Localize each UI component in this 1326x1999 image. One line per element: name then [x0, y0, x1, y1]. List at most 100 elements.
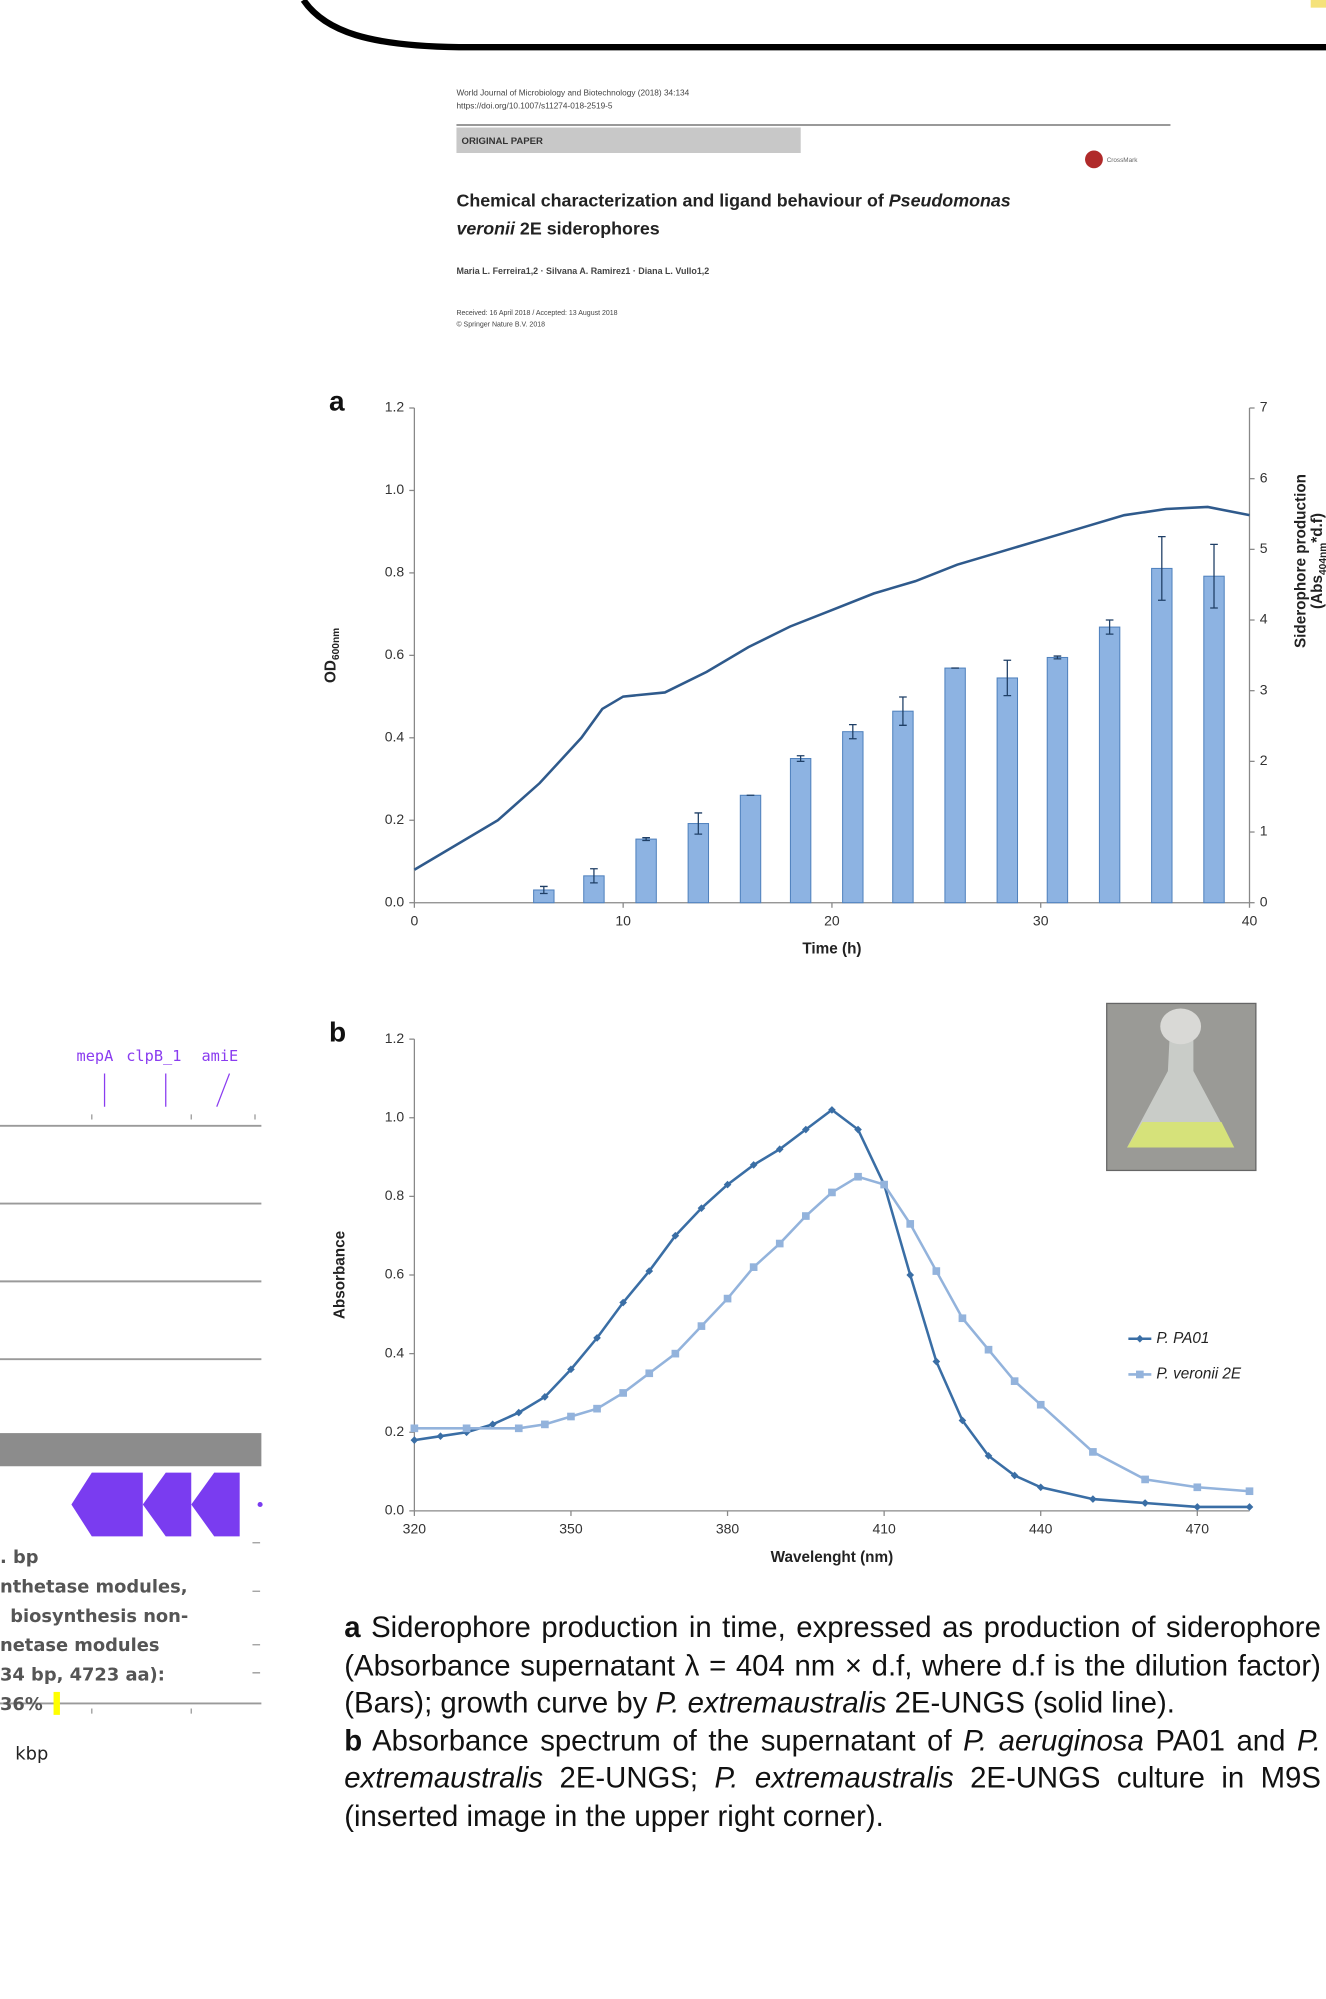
title-part: 2E siderophores: [515, 219, 660, 239]
crossmark-icon: [1085, 150, 1103, 169]
marker: [697, 1322, 706, 1330]
highlight: [53, 1691, 60, 1715]
error-bar: [796, 755, 805, 762]
line: [414, 1175, 1250, 1493]
marker: [1136, 1370, 1144, 1379]
x-tick-label: 30: [1033, 913, 1049, 929]
error-bar: [590, 868, 598, 884]
y-tick-label: 1.0: [385, 481, 405, 497]
marker: [1089, 1448, 1097, 1456]
caption: a Siderophore production in time, expres…: [344, 1609, 1321, 1835]
bar: [789, 758, 812, 904]
bar: [944, 667, 966, 904]
bar: [687, 823, 710, 904]
y2-tick-label: 6: [1260, 469, 1268, 485]
bar: [996, 677, 1019, 904]
x-tick-label: 320: [403, 1521, 427, 1537]
marker: [1141, 1499, 1149, 1507]
marker: [1036, 1400, 1045, 1409]
marker: [906, 1220, 915, 1228]
marker: [1193, 1483, 1202, 1492]
marker: [541, 1393, 549, 1401]
y2-axis-label: Siderophore production: [1293, 474, 1310, 648]
x-tick-label: 440: [1029, 1521, 1053, 1537]
marker: [567, 1412, 575, 1421]
bar: [1098, 626, 1121, 904]
bar: [1151, 567, 1173, 904]
section: ORIGINAL PAPER: [462, 136, 543, 147]
marker: [541, 1420, 549, 1429]
bar: [739, 794, 762, 904]
info-text: 34 bp, 4723 aa):: [0, 1664, 165, 1685]
doi: https://doi.org/10.1007/s11274-018-2519-…: [456, 101, 612, 110]
x-axis-label: Wavelenght (nm): [771, 1549, 894, 1566]
y-tick-label: 0.2: [385, 811, 405, 827]
y2-tick-label: 5: [1260, 540, 1268, 556]
panel-label: a: [329, 386, 345, 417]
bar: [1203, 575, 1225, 904]
caption-run: P. extremaustralis: [714, 1760, 954, 1794]
error-bar: [642, 837, 650, 842]
caption-run: b: [344, 1723, 363, 1757]
info-text: . bp: [0, 1547, 39, 1568]
caption-run: 2E-UNGS;: [543, 1760, 715, 1794]
error-bar: [1210, 543, 1218, 609]
y-axis-label: OD600nm: [322, 628, 342, 683]
marker: [1141, 1475, 1149, 1484]
inset-photo: [1106, 1002, 1257, 1172]
legend-label: P. PA01: [1156, 1330, 1209, 1347]
chart: 0.0 0.2 0.4 0.6 0.8 1.0 1.2 320 350 380 410 440 470 b…: [329, 1017, 1254, 1566]
x-tick-label: 470: [1186, 1521, 1210, 1537]
x-tick-label: 350: [559, 1521, 583, 1537]
marker: [645, 1369, 654, 1378]
y2-axis-label: (Abs404nm*d.f): [1309, 513, 1326, 609]
caption-run: 2E-UNGS (solid line).: [886, 1685, 1175, 1719]
marker: [462, 1424, 471, 1433]
caption-run: PA01 and: [1143, 1723, 1297, 1757]
y-tick-label: 0.2: [385, 1423, 405, 1439]
marker: [723, 1180, 732, 1189]
bar: [842, 731, 864, 904]
corner-highlight: [1310, 0, 1326, 8]
bubble-edge: [300, 0, 1326, 51]
y-tick-label: 0.6: [385, 646, 405, 662]
caption-run: Siderophore production in time, expresse…: [344, 1610, 1321, 1719]
marker: [958, 1416, 967, 1425]
info-text: netase modules: [0, 1635, 159, 1656]
marker: [514, 1408, 523, 1417]
marker: [645, 1267, 654, 1275]
y2-tick-label: 4: [1260, 611, 1268, 627]
gene-leaders: [103, 1073, 231, 1107]
y2-tick-label: 0: [1260, 893, 1268, 909]
marker: [1036, 1483, 1045, 1492]
paper-title: Chemical characterization and ligand beh…: [456, 191, 1010, 211]
error-bar: [899, 696, 907, 726]
error-bar: [1053, 655, 1062, 660]
marker: [802, 1212, 810, 1220]
y-tick-label: 1.0: [385, 1108, 405, 1124]
legend-label: P. veronii 2E: [1156, 1365, 1241, 1382]
caption-run: P. extremaustralis: [344, 1723, 1321, 1794]
error-bar: [1105, 619, 1114, 635]
marker: [410, 1424, 419, 1433]
caption-run: 2E-UNGS culture in M9S (inserted image i…: [344, 1760, 1321, 1832]
marker: [828, 1106, 836, 1114]
y-axis-label-part: 600nm: [331, 628, 342, 660]
y-axis-label: Absorbance: [331, 1231, 348, 1319]
y2-axis-label-part: *d.f): [1309, 513, 1326, 543]
marker: [671, 1231, 680, 1240]
info-text: biosynthesis non-: [10, 1606, 188, 1627]
marker: [958, 1314, 967, 1323]
panel-label: b: [329, 1017, 346, 1048]
marker: [1193, 1503, 1202, 1511]
error-bar: [1003, 659, 1012, 697]
x-tick-label: 410: [872, 1521, 896, 1537]
y-tick-label: 0.4: [385, 729, 405, 745]
marker: [1245, 1503, 1254, 1511]
marker: [984, 1452, 993, 1460]
info-text: nthetase modules,: [0, 1576, 188, 1597]
line: [413, 505, 1250, 871]
genome-panel: mepA clpB_1 amiE . bp nthetase modules, …: [0, 1039, 275, 1765]
